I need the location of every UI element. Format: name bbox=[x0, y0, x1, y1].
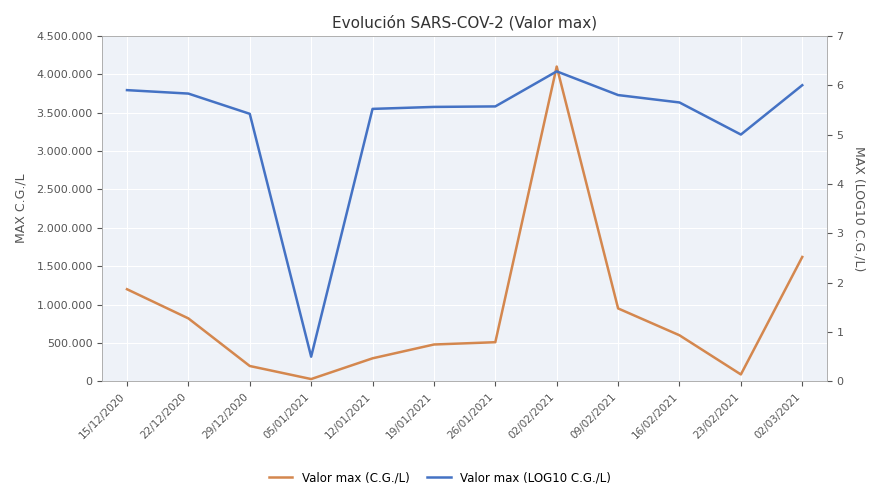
Valor max (C.G./L) bbox=[674, 332, 685, 338]
Valor max (LOG10 C.G./L) bbox=[367, 106, 378, 112]
Valor max (LOG10 C.G./L) bbox=[552, 68, 562, 74]
Y-axis label: MAX C.G./L: MAX C.G./L bbox=[15, 174, 28, 244]
Valor max (C.G./L) bbox=[612, 305, 623, 311]
Valor max (C.G./L) bbox=[490, 339, 501, 345]
Title: Evolución SARS-COV-2 (Valor max): Evolución SARS-COV-2 (Valor max) bbox=[332, 15, 598, 31]
Valor max (C.G./L) bbox=[367, 355, 378, 361]
Valor max (LOG10 C.G./L) bbox=[245, 111, 255, 117]
Valor max (C.G./L) bbox=[306, 376, 317, 382]
Valor max (LOG10 C.G./L) bbox=[674, 99, 685, 105]
Valor max (LOG10 C.G./L) bbox=[736, 132, 746, 138]
Valor max (LOG10 C.G./L) bbox=[797, 82, 808, 88]
Valor max (C.G./L) bbox=[183, 315, 194, 321]
Valor max (C.G./L) bbox=[429, 342, 439, 347]
Valor max (LOG10 C.G./L) bbox=[429, 104, 439, 110]
Line: Valor max (C.G./L): Valor max (C.G./L) bbox=[127, 66, 803, 379]
Valor max (LOG10 C.G./L) bbox=[612, 92, 623, 98]
Valor max (LOG10 C.G./L) bbox=[306, 354, 317, 360]
Valor max (C.G./L) bbox=[552, 63, 562, 69]
Valor max (LOG10 C.G./L) bbox=[121, 87, 132, 93]
Line: Valor max (LOG10 C.G./L): Valor max (LOG10 C.G./L) bbox=[127, 71, 803, 357]
Legend: Valor max (C.G./L), Valor max (LOG10 C.G./L): Valor max (C.G./L), Valor max (LOG10 C.G… bbox=[264, 467, 616, 489]
Y-axis label: MAX (LOG10 C.G./L): MAX (LOG10 C.G./L) bbox=[852, 146, 865, 271]
Valor max (C.G./L) bbox=[797, 254, 808, 260]
Valor max (C.G./L) bbox=[736, 371, 746, 377]
Valor max (C.G./L) bbox=[245, 363, 255, 369]
Valor max (C.G./L) bbox=[121, 286, 132, 292]
Valor max (LOG10 C.G./L) bbox=[183, 91, 194, 97]
Valor max (LOG10 C.G./L) bbox=[490, 103, 501, 109]
